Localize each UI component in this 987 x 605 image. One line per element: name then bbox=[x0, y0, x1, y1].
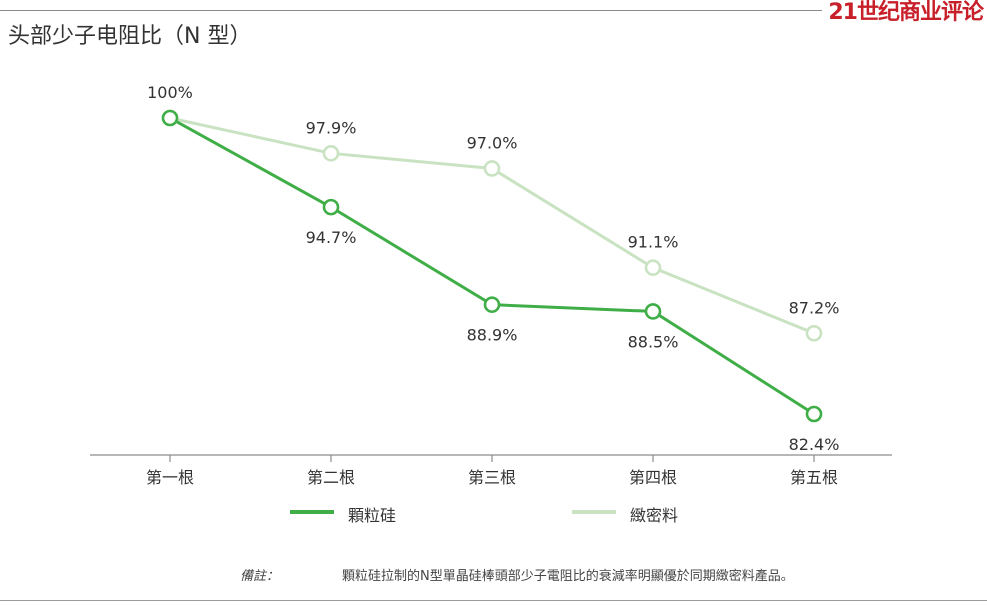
data-point-1 bbox=[644, 259, 662, 276]
data-label: 88.9% bbox=[467, 326, 518, 345]
data-label: 97.9% bbox=[306, 118, 357, 137]
x-tick-label: 第一根 bbox=[146, 468, 194, 487]
data-point-0 bbox=[322, 198, 340, 216]
data-label: 91.1% bbox=[628, 233, 679, 252]
data-label: 97.0% bbox=[467, 133, 518, 152]
data-point-1 bbox=[805, 324, 823, 342]
legend-item-granular: 顆粒硅 bbox=[290, 500, 430, 525]
brand-logo: 21世纪商业评论 bbox=[828, 0, 984, 25]
data-label: 88.5% bbox=[628, 332, 679, 351]
top-rule bbox=[0, 10, 822, 11]
data-point-0 bbox=[805, 405, 823, 423]
data-point-1 bbox=[483, 160, 501, 177]
data-label: 100% bbox=[147, 83, 193, 102]
data-point-0 bbox=[161, 109, 179, 127]
legend-swatch-dense bbox=[572, 510, 616, 514]
footnote-label: 備註： bbox=[240, 569, 280, 584]
data-label: 87.2% bbox=[789, 298, 840, 317]
legend-item-dense: 緻密料 bbox=[572, 500, 712, 525]
x-tick-label: 第三根 bbox=[468, 468, 516, 487]
page-title: 头部少子电阻比（N 型） bbox=[8, 24, 252, 49]
legend-label-granular: 顆粒硅 bbox=[348, 506, 397, 525]
footnote-text: 顆粒硅拉制的N型單晶硅棒頭部少子電阻比的衰減率明顯優於同期緻密料產品。 bbox=[342, 569, 794, 584]
data-point-0 bbox=[644, 303, 662, 320]
data-point-1 bbox=[322, 145, 340, 162]
data-label: 82.4% bbox=[789, 435, 840, 454]
bottom-rule bbox=[0, 600, 987, 601]
legend-swatch-granular bbox=[290, 510, 334, 514]
x-tick-label: 第四根 bbox=[629, 468, 677, 487]
legend-label-dense: 緻密料 bbox=[630, 506, 679, 525]
x-tick-label: 第五根 bbox=[790, 468, 838, 487]
data-label: 94.7% bbox=[306, 228, 357, 247]
x-tick-label: 第二根 bbox=[307, 468, 355, 487]
data-point-0 bbox=[483, 296, 501, 313]
